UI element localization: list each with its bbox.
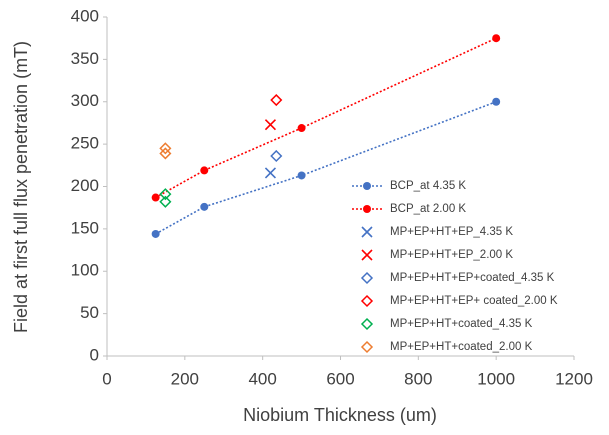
point bbox=[264, 167, 277, 179]
x-tick-label: 600 bbox=[326, 369, 354, 388]
point bbox=[297, 171, 306, 180]
legend-marker bbox=[360, 294, 374, 308]
legend-label: MP+EP+HT+EP_2.00 K bbox=[390, 249, 513, 261]
point bbox=[297, 124, 306, 133]
legend-marker bbox=[363, 182, 371, 190]
x-tick-label: 400 bbox=[248, 369, 276, 388]
y-tick-label: 50 bbox=[80, 303, 99, 322]
point bbox=[492, 34, 501, 43]
point bbox=[200, 202, 209, 211]
legend-label: MP+EP+HT+EP_4.35 K bbox=[390, 226, 513, 238]
legend-label: MP+EP+HT+coated_2.00 K bbox=[390, 341, 533, 353]
point bbox=[492, 97, 501, 106]
trend-line bbox=[155, 101, 497, 235]
legend-marker bbox=[361, 226, 373, 238]
y-tick-label: 400 bbox=[71, 6, 99, 25]
point bbox=[159, 188, 172, 201]
y-tick-label: 300 bbox=[71, 91, 99, 110]
legend-label: BCP_at 4.35 K bbox=[390, 180, 466, 192]
legend-label: MP+EP+HT+EP+coated_4.35 K bbox=[390, 272, 555, 284]
y-tick-label: 150 bbox=[71, 218, 99, 237]
point bbox=[159, 195, 172, 208]
legend-label: MP+EP+HT+coated_4.35 K bbox=[390, 318, 533, 330]
point bbox=[270, 93, 283, 107]
trend-line bbox=[155, 37, 497, 199]
legend-marker bbox=[363, 205, 371, 213]
y-axis-title: Field at first full flux penetration (mT… bbox=[11, 41, 31, 333]
point bbox=[200, 166, 209, 175]
legend-marker bbox=[360, 271, 374, 285]
y-tick-label: 100 bbox=[71, 261, 99, 280]
point bbox=[151, 193, 160, 202]
x-tick-label: 200 bbox=[171, 369, 199, 388]
legend-label: BCP_at 2.00 K bbox=[390, 203, 466, 215]
legend-marker bbox=[360, 340, 374, 354]
x-tick-label: 0 bbox=[102, 369, 111, 388]
point bbox=[159, 147, 172, 160]
y-tick-label: 250 bbox=[71, 134, 99, 153]
x-tick-label: 1200 bbox=[555, 369, 593, 388]
y-tick-label: 350 bbox=[71, 49, 99, 68]
x-axis-title: Niobium Thickness (um) bbox=[243, 405, 437, 425]
y-tick-label: 200 bbox=[71, 176, 99, 195]
point bbox=[264, 119, 277, 131]
legend-marker bbox=[360, 317, 374, 331]
point bbox=[151, 229, 160, 238]
point bbox=[270, 149, 283, 163]
point bbox=[159, 142, 172, 155]
legend-label: MP+EP+HT+EP+ coated_2.00 K bbox=[390, 295, 558, 307]
x-tick-label: 800 bbox=[404, 369, 432, 388]
y-tick-label: 0 bbox=[90, 345, 99, 364]
x-tick-label: 1000 bbox=[477, 369, 515, 388]
legend-marker bbox=[361, 249, 373, 261]
